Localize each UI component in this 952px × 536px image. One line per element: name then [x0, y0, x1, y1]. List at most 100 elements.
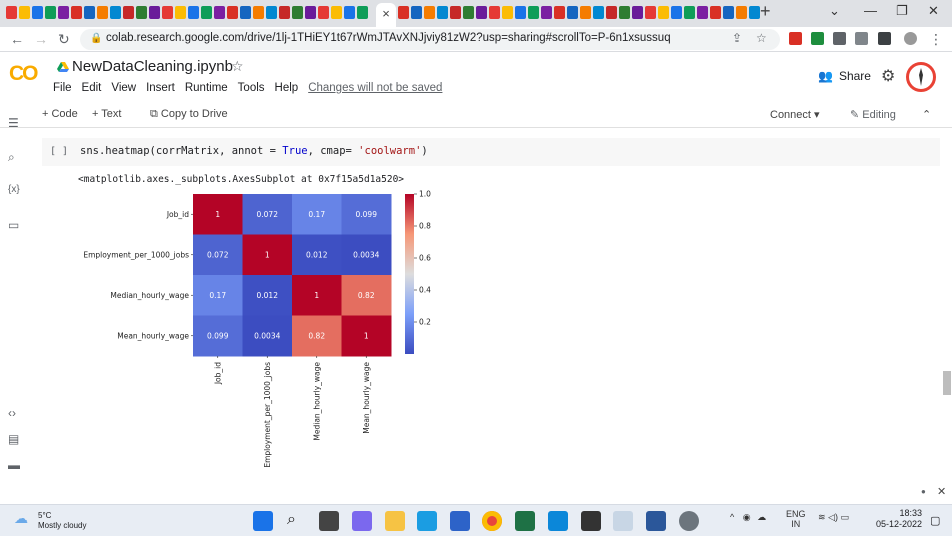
code-editor[interactable]: sns.heatmap(corrMatrix, annot = True, cm… — [80, 145, 428, 157]
share-button[interactable]: 👥 Share — [818, 69, 871, 83]
tab-favicon-icon[interactable] — [658, 6, 669, 19]
new-tab-button[interactable]: + — [760, 1, 771, 21]
notifications-icon[interactable]: ▢ — [930, 515, 941, 527]
search-taskbar-icon[interactable]: ⌕ — [287, 511, 296, 528]
browser-menu-icon[interactable]: ⋮ — [929, 31, 943, 47]
system-tray[interactable]: ^ ◉ ☁ ENG IN ≋ ◁) ▭ — [730, 509, 849, 529]
omnibox[interactable]: 🔒 colab.research.google.com/drive/1lj-1T… — [80, 29, 780, 50]
tab-favicon-icon[interactable] — [489, 6, 500, 19]
bookmark-star-icon[interactable]: ☆ — [756, 31, 767, 45]
menu-tools[interactable]: Tools — [237, 82, 265, 94]
reading-list-icon[interactable] — [855, 32, 868, 45]
tray-app-icon[interactable]: ◉ — [742, 512, 751, 522]
tab-favicon-icon[interactable] — [502, 6, 513, 19]
menu-insert[interactable]: Insert — [146, 82, 175, 94]
close-tab-icon[interactable]: × — [382, 6, 390, 21]
tab-favicon-icon[interactable] — [671, 6, 682, 19]
url-text[interactable]: colab.research.google.com/drive/1lj-1THi… — [106, 32, 671, 44]
menu-edit[interactable]: Edit — [81, 82, 102, 94]
extensions-puzzle-icon[interactable] — [833, 32, 846, 45]
table-of-contents-icon[interactable]: ☰ — [8, 116, 19, 130]
tab-favicon-icon[interactable] — [645, 6, 656, 19]
store-icon[interactable] — [450, 511, 470, 531]
connect-button[interactable]: Connect ▾ — [770, 109, 820, 121]
unsaved-changes-link[interactable]: Changes will not be saved — [308, 82, 443, 94]
notebook-filename[interactable]: NewDataCleaning.ipynb — [72, 58, 233, 75]
tab-favicon-icon[interactable] — [123, 6, 134, 19]
folder-icon[interactable]: ▭ — [8, 218, 20, 232]
star-icon[interactable]: ☆ — [231, 58, 244, 74]
settings-taskbar-icon[interactable] — [679, 511, 699, 531]
file-explorer-icon[interactable] — [385, 511, 405, 531]
editing-button[interactable]: ✎ Editing — [850, 109, 896, 121]
lock-icon[interactable]: 🔒 — [90, 33, 103, 44]
tab-favicon-icon[interactable] — [424, 6, 435, 19]
tab-favicon-icon[interactable] — [84, 6, 95, 19]
tab-favicon-icon[interactable] — [619, 6, 630, 19]
tab-favicon-icon[interactable] — [398, 6, 409, 19]
tab-favicon-icon[interactable] — [240, 6, 251, 19]
terminal-icon[interactable]: ▬ — [8, 458, 20, 472]
close-window-button[interactable]: ✕ — [928, 3, 939, 18]
edge-icon[interactable] — [417, 511, 437, 531]
back-arrow-icon[interactable]: ← — [10, 31, 24, 47]
tab-favicon-icon[interactable] — [71, 6, 82, 19]
close-status-icon[interactable]: ✕ — [937, 486, 947, 498]
tab-favicon-icon[interactable] — [437, 6, 448, 19]
tab-favicon-icon[interactable] — [736, 6, 747, 19]
excel-icon[interactable] — [515, 511, 535, 531]
tab-favicon-icon[interactable] — [684, 6, 695, 19]
tab-favicon-icon[interactable] — [58, 6, 69, 19]
tab-favicon-icon[interactable] — [175, 6, 186, 19]
language-indicator[interactable]: ENG IN — [786, 509, 806, 529]
tab-favicon-icon[interactable] — [292, 6, 303, 19]
tab-favicon-icon[interactable] — [253, 6, 264, 19]
tab-favicon-icon[interactable] — [554, 6, 565, 19]
menu-help[interactable]: Help — [274, 82, 299, 94]
tab-favicon-icon[interactable] — [188, 6, 199, 19]
network-volume-battery-icons[interactable]: ≋ ◁) ▭ — [818, 512, 849, 522]
extension-tp-icon[interactable] — [789, 32, 802, 45]
tab-favicon-icon[interactable] — [136, 6, 147, 19]
tab-favicon-icon[interactable] — [632, 6, 643, 19]
colab-logo[interactable]: CO — [9, 62, 38, 85]
tab-favicon-icon[interactable] — [201, 6, 212, 19]
tab-favicon-icon[interactable] — [162, 6, 173, 19]
tab-favicon-icon[interactable] — [227, 6, 238, 19]
collapse-icon[interactable]: ⌃ — [922, 109, 932, 121]
onedrive-icon[interactable]: ☁ — [757, 512, 767, 522]
tab-favicon-icon[interactable] — [97, 6, 108, 19]
notepad-icon[interactable] — [548, 511, 568, 531]
tab-favicon-icon[interactable] — [110, 6, 121, 19]
clock[interactable]: 18:33 05-12-2022 — [875, 508, 922, 529]
start-button[interactable] — [253, 511, 273, 531]
tab-favicon-icon[interactable] — [697, 6, 708, 19]
tab-favicon-icon[interactable] — [19, 6, 30, 19]
tab-favicon-icon[interactable] — [214, 6, 225, 19]
tab-favicon-icon[interactable] — [476, 6, 487, 19]
gear-icon[interactable]: ⚙ — [881, 68, 896, 85]
terminal-taskbar-icon[interactable] — [581, 511, 601, 531]
menu-runtime[interactable]: Runtime — [184, 82, 228, 94]
word-icon[interactable] — [646, 511, 666, 531]
active-tab[interactable]: × — [376, 3, 396, 27]
tab-favicon-icon[interactable] — [580, 6, 591, 19]
copy-to-drive-button[interactable]: ⧉ Copy to Drive — [150, 108, 228, 120]
tab-favicon-icon[interactable] — [606, 6, 617, 19]
maximize-button[interactable]: ❐ — [896, 3, 908, 18]
tab-favicon-icon[interactable] — [266, 6, 277, 19]
run-cell-button[interactable]: [ ] — [50, 146, 69, 157]
profile-icon[interactable] — [904, 32, 917, 45]
add-text-button[interactable]: + Text — [92, 108, 122, 120]
tab-favicon-icon[interactable] — [528, 6, 539, 19]
scrollbar-thumb[interactable] — [943, 371, 951, 395]
add-code-button[interactable]: + Code — [42, 108, 78, 120]
tab-favicon-icon[interactable] — [450, 6, 461, 19]
tab-favicon-icon[interactable] — [357, 6, 368, 19]
tab-favicon-icon[interactable] — [331, 6, 342, 19]
tab-favicon-icon[interactable] — [45, 6, 56, 19]
tab-favicon-icon[interactable] — [6, 6, 17, 19]
tab-favicon-icon[interactable] — [710, 6, 721, 19]
teams-icon[interactable] — [352, 511, 372, 531]
minimize-button[interactable]: — — [864, 3, 877, 18]
